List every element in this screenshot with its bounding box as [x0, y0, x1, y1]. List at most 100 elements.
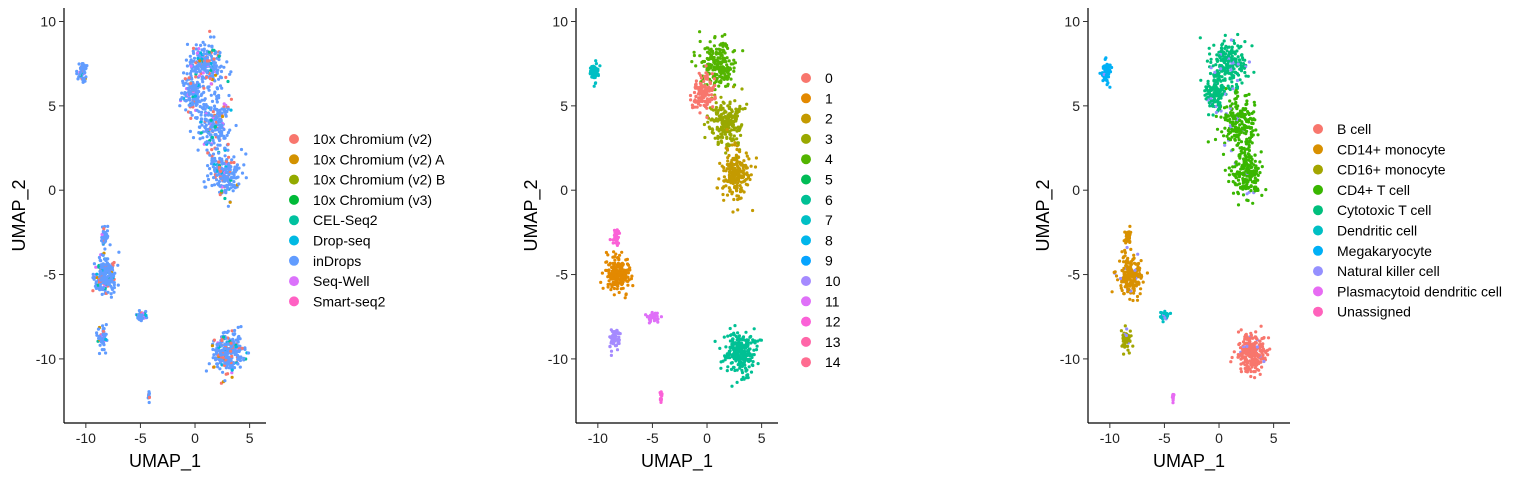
point [721, 359, 725, 363]
point [647, 317, 652, 321]
point [616, 284, 620, 288]
legend-label: 3 [825, 131, 833, 147]
point [191, 46, 196, 51]
point [738, 355, 743, 360]
point [190, 113, 194, 117]
point [702, 103, 706, 107]
point [698, 39, 702, 44]
point [719, 139, 723, 143]
point [223, 146, 227, 150]
point [744, 346, 748, 350]
point [720, 121, 724, 125]
point [211, 356, 215, 360]
point [723, 67, 727, 71]
legend-label: Seq-Well [313, 273, 370, 289]
point [1239, 167, 1243, 171]
point [1238, 78, 1242, 82]
point [1230, 59, 1234, 63]
point [690, 103, 695, 107]
point [1258, 339, 1262, 343]
point [224, 113, 228, 117]
point [219, 176, 223, 181]
point [227, 172, 231, 176]
point [617, 331, 621, 335]
legend-label: 8 [825, 232, 833, 248]
point [1124, 333, 1128, 338]
point [715, 73, 719, 77]
point [1247, 148, 1251, 153]
point [229, 186, 233, 190]
point [216, 112, 220, 116]
point [182, 71, 186, 75]
point [1246, 152, 1250, 156]
point [1236, 203, 1241, 207]
point [231, 189, 235, 193]
point [98, 288, 102, 292]
legend-key [801, 296, 811, 307]
point [229, 341, 233, 345]
point [1241, 115, 1246, 119]
point [611, 241, 615, 245]
point [1230, 45, 1234, 49]
point [1236, 330, 1241, 334]
point [1219, 93, 1223, 97]
point [720, 127, 724, 132]
point [201, 80, 205, 84]
point [1214, 63, 1218, 67]
point [714, 59, 718, 64]
point [1127, 351, 1131, 355]
point [1243, 107, 1247, 111]
point [1254, 341, 1258, 345]
point [718, 74, 722, 78]
point [752, 327, 756, 331]
point [659, 315, 664, 319]
point [218, 75, 222, 79]
point [180, 96, 184, 100]
point [217, 357, 221, 361]
legend-label: 0 [825, 70, 833, 86]
point [194, 47, 198, 51]
legend-label: 10 [825, 273, 841, 289]
point [1268, 347, 1272, 351]
point [96, 327, 101, 331]
point [1249, 360, 1253, 364]
point [614, 241, 618, 245]
point [234, 345, 238, 349]
point [185, 64, 189, 68]
point [741, 357, 745, 362]
point [1255, 367, 1259, 371]
point [1255, 169, 1259, 173]
point [1213, 70, 1217, 74]
point [220, 123, 224, 127]
point [725, 147, 730, 151]
point [728, 339, 733, 343]
point [1214, 110, 1218, 115]
point [1249, 374, 1253, 379]
point [1209, 66, 1213, 70]
point [725, 115, 730, 119]
point [608, 345, 612, 349]
point [610, 274, 614, 278]
point [232, 180, 236, 184]
legend-key [289, 174, 299, 185]
point [80, 64, 84, 68]
point [1206, 79, 1210, 83]
point [739, 133, 743, 137]
point [658, 397, 663, 401]
point [141, 316, 145, 320]
point [1250, 344, 1254, 348]
point [199, 43, 203, 48]
point [705, 56, 709, 61]
point [726, 123, 730, 127]
point [226, 204, 230, 208]
point [707, 67, 711, 71]
point [1101, 79, 1105, 83]
point [614, 238, 618, 242]
point [227, 182, 231, 187]
point [204, 369, 208, 373]
point [202, 180, 206, 184]
point [1245, 102, 1249, 106]
point [196, 89, 200, 93]
point [206, 174, 210, 178]
legend-key [801, 276, 811, 286]
